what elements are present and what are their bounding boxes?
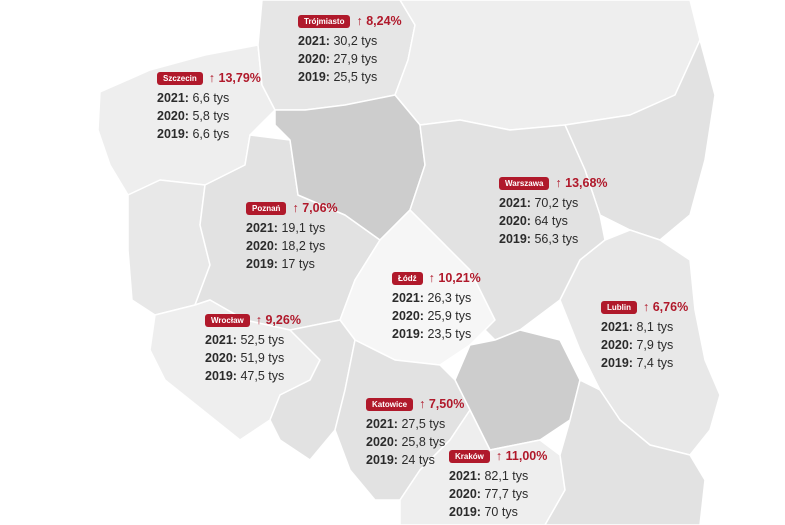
city-card-lodz: Łódź ↑ 10,21% 2021: 26,3 tys 2020: 25,9 t… [392, 269, 481, 343]
stat-row-2019: 2019: 17 tys [246, 257, 315, 271]
change-percent: ↑ 7,06% [292, 201, 338, 215]
stat-row-2021: 2021: 70,2 tys [499, 196, 579, 210]
city-badge: Łódź [392, 271, 423, 285]
stat-row-2019: 2019: 47,5 tys [205, 369, 285, 383]
arrow-up-icon: ↑ [495, 449, 503, 463]
stat-row-2020: 2020: 25,8 tys [366, 435, 446, 449]
stat-row-2019: 2019: 24 tys [366, 453, 435, 467]
region-podkarpackie [544, 379, 706, 525]
change-percent: ↑ 7,50% [419, 397, 465, 411]
arrow-up-icon: ↑ [428, 271, 435, 285]
city-card-warszawa: Warszawa ↑ 13,68% 2021: 70,2 tys 2020: 64… [499, 174, 608, 248]
arrow-up-icon: ↑ [292, 201, 299, 215]
change-percent: ↑ 10,21% [428, 271, 481, 285]
region-lodzkie [339, 209, 496, 366]
city-card-katowice: Katowice ↑ 7,50% 2021: 27,5 tys 2020: 25,… [366, 395, 464, 469]
stat-row-2020: 2020: 18,2 tys [246, 239, 326, 253]
city-badge: Kraków [449, 449, 490, 463]
city-card-trojmiasto: Trójmiasto ↑ 8,24% 2021: 30,2 tys 2020: 2… [298, 12, 402, 86]
arrow-up-icon: ↑ [255, 313, 262, 327]
region-lubuskie [127, 179, 211, 316]
stat-row-2020: 2020: 7,9 tys [601, 338, 674, 352]
stat-row-2020: 2020: 5,8 tys [157, 109, 230, 123]
change-percent: ↑ 11,00% [495, 449, 548, 463]
stat-row-2019: 2019: 6,6 tys [157, 127, 230, 141]
stat-row-2020: 2020: 51,9 tys [205, 351, 285, 365]
arrow-up-icon: ↑ [356, 14, 363, 28]
change-percent: ↑ 9,26% [255, 313, 301, 327]
stat-row-2020: 2020: 64 tys [499, 214, 568, 228]
city-badge: Szczecin [157, 71, 203, 85]
stat-row-2020: 2020: 25,9 tys [392, 309, 472, 323]
stat-row-2020: 2020: 77,7 tys [449, 487, 529, 501]
stat-row-2021: 2021: 8,1 tys [601, 320, 674, 334]
arrow-up-icon: ↑ [208, 71, 216, 85]
city-badge: Lublin [601, 300, 637, 314]
change-percent: ↑ 13,68% [555, 176, 608, 190]
stat-row-2019: 2019: 7,4 tys [601, 356, 674, 370]
stat-row-2021: 2021: 19,1 tys [246, 221, 326, 235]
city-badge: Poznań [246, 201, 287, 215]
change-percent: ↑ 13,79% [208, 71, 261, 85]
change-percent: ↑ 8,24% [356, 14, 402, 28]
city-card-poznan: Poznań ↑ 7,06% 2021: 19,1 tys 2020: 18,2 … [246, 199, 338, 273]
region-opolskie [269, 319, 356, 461]
change-percent: ↑ 6,76% [643, 300, 689, 314]
stat-row-2021: 2021: 30,2 tys [298, 34, 378, 48]
city-badge: Trójmiasto [298, 14, 351, 28]
stat-row-2021: 2021: 6,6 tys [157, 91, 230, 105]
city-card-krakow: Kraków ↑ 11,00% 2021: 82,1 tys 2020: 77,7… [449, 447, 547, 521]
stat-row-2020: 2020: 27,9 tys [298, 52, 378, 66]
stat-row-2019: 2019: 23,5 tys [392, 327, 472, 341]
arrow-up-icon: ↑ [555, 176, 562, 190]
stat-row-2021: 2021: 26,3 tys [392, 291, 472, 305]
city-badge: Wrocław [205, 313, 250, 327]
stat-row-2021: 2021: 52,5 tys [205, 333, 285, 347]
stat-row-2019: 2019: 70 tys [449, 505, 518, 519]
stat-row-2021: 2021: 27,5 tys [366, 417, 446, 431]
city-card-lublin: Lublin ↑ 6,76% 2021: 8,1 tys 2020: 7,9 ty… [601, 298, 688, 372]
stat-row-2021: 2021: 82,1 tys [449, 469, 529, 483]
stat-row-2019: 2019: 56,3 tys [499, 232, 579, 246]
stat-row-2019: 2019: 25,5 tys [298, 70, 378, 84]
arrow-up-icon: ↑ [419, 397, 426, 411]
city-badge: Katowice [366, 397, 414, 411]
city-card-wroclaw: Wrocław ↑ 9,26% 2021: 52,5 tys 2020: 51,9… [205, 311, 301, 385]
city-badge: Warszawa [499, 176, 550, 190]
city-card-szczecin: Szczecin ↑ 13,79% 2021: 6,6 tys 2020: 5,8… [157, 69, 261, 143]
region-lubelskie [559, 229, 721, 456]
arrow-up-icon: ↑ [643, 300, 650, 314]
